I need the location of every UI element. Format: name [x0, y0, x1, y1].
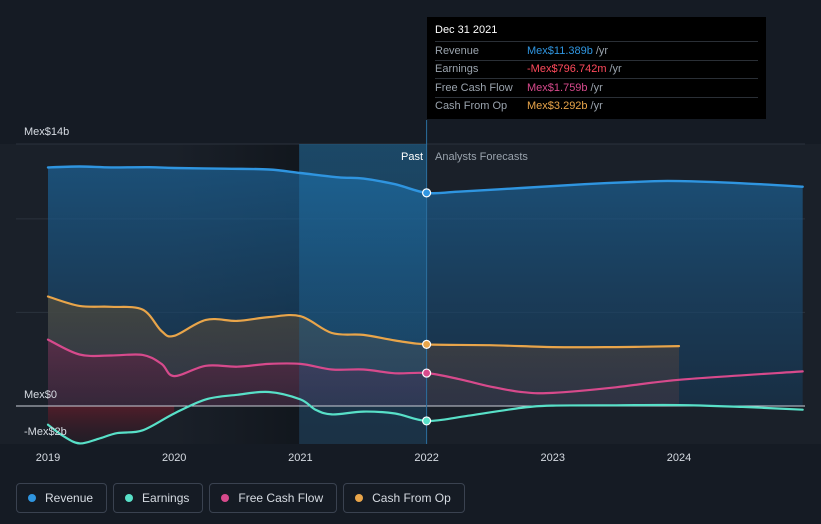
x-tick-label: 2021: [288, 452, 312, 464]
tooltip: Dec 31 2021 Revenue Mex$11.389b /yr Earn…: [427, 17, 766, 119]
past-region-label: Past: [401, 151, 423, 163]
highlight-markers: [422, 188, 432, 426]
legend-item-earnings[interactable]: Earnings: [113, 483, 204, 513]
tooltip-value: Mex$11.389b: [527, 44, 593, 57]
x-tick-label: 2022: [414, 452, 438, 464]
forecast-region-label: Analysts Forecasts: [435, 151, 528, 163]
tooltip-value: Mex$3.292b: [527, 100, 588, 113]
tooltip-label: Cash From Op: [435, 100, 508, 113]
series-lines: [46, 165, 804, 445]
legend-label: Free Cash Flow: [238, 491, 324, 505]
free-cash-flow-dot-icon: [221, 494, 230, 502]
tooltip-unit: /yr: [590, 100, 603, 113]
earnings-negative-area: [48, 406, 175, 444]
legend-item-cash-from-op[interactable]: Cash From Op: [343, 483, 465, 513]
legend-label: Cash From Op: [372, 491, 451, 505]
earnings-line: [46, 390, 804, 445]
tooltip-unit: /yr: [595, 44, 609, 57]
revenue-marker: [422, 188, 432, 198]
x-tick-label: 2024: [667, 452, 691, 464]
tooltip-unit: /yr: [609, 63, 622, 76]
legend-label: Earnings: [142, 491, 190, 505]
earnings-dot-icon: [125, 494, 134, 502]
series-areas: [16, 120, 805, 444]
revenue-dot-icon: [28, 494, 36, 502]
cash-from-op-marker: [422, 339, 432, 349]
x-tick-label: 2019: [36, 452, 60, 464]
earnings-marker: [422, 416, 432, 426]
tooltip-date: Dec 31 2021: [435, 24, 498, 36]
x-tick-label: 2020: [162, 452, 186, 464]
revenue-line: [46, 165, 804, 195]
tooltip-value: -Mex$796.742m: [527, 63, 607, 76]
tooltip-row-earnings: Earnings -Mex$796.742m /yr: [435, 59, 758, 79]
free-cash-flow-marker: [422, 368, 432, 378]
cash-from-op-line: [46, 295, 681, 349]
y-label-top: Mex$14b: [24, 126, 70, 138]
x-axis-ticks: 2019 2020 2021 2022 2023 2024: [36, 452, 691, 464]
tooltip-label: Revenue: [435, 44, 480, 57]
tooltip-unit: /yr: [590, 81, 603, 94]
tooltip-row-free-cash-flow: Free Cash Flow Mex$1.759b /yr: [435, 78, 758, 97]
legend-item-revenue[interactable]: Revenue: [16, 483, 108, 513]
cash-from-op-dot-icon: [355, 494, 364, 502]
tooltip-row-revenue: Revenue Mex$11.389b /yr: [435, 41, 758, 60]
legend-label: Revenue: [45, 491, 94, 505]
free-cash-flow-line: [46, 338, 804, 395]
y-label-bottom: -Mex$2b: [24, 426, 67, 438]
x-tick-label: 2023: [541, 452, 565, 464]
tooltip-row-cash-from-op: Cash From Op Mex$3.292b /yr: [435, 96, 758, 116]
tooltip-label: Earnings: [435, 63, 479, 76]
legend: Revenue Earnings Free Cash Flow Cash Fro…: [16, 483, 465, 513]
tooltip-value: Mex$1.759b: [527, 81, 588, 94]
legend-item-free-cash-flow[interactable]: Free Cash Flow: [209, 483, 338, 513]
tooltip-label: Free Cash Flow: [435, 81, 513, 94]
y-label-zero: Mex$0: [24, 389, 58, 401]
past-highlight-band: [299, 144, 427, 444]
